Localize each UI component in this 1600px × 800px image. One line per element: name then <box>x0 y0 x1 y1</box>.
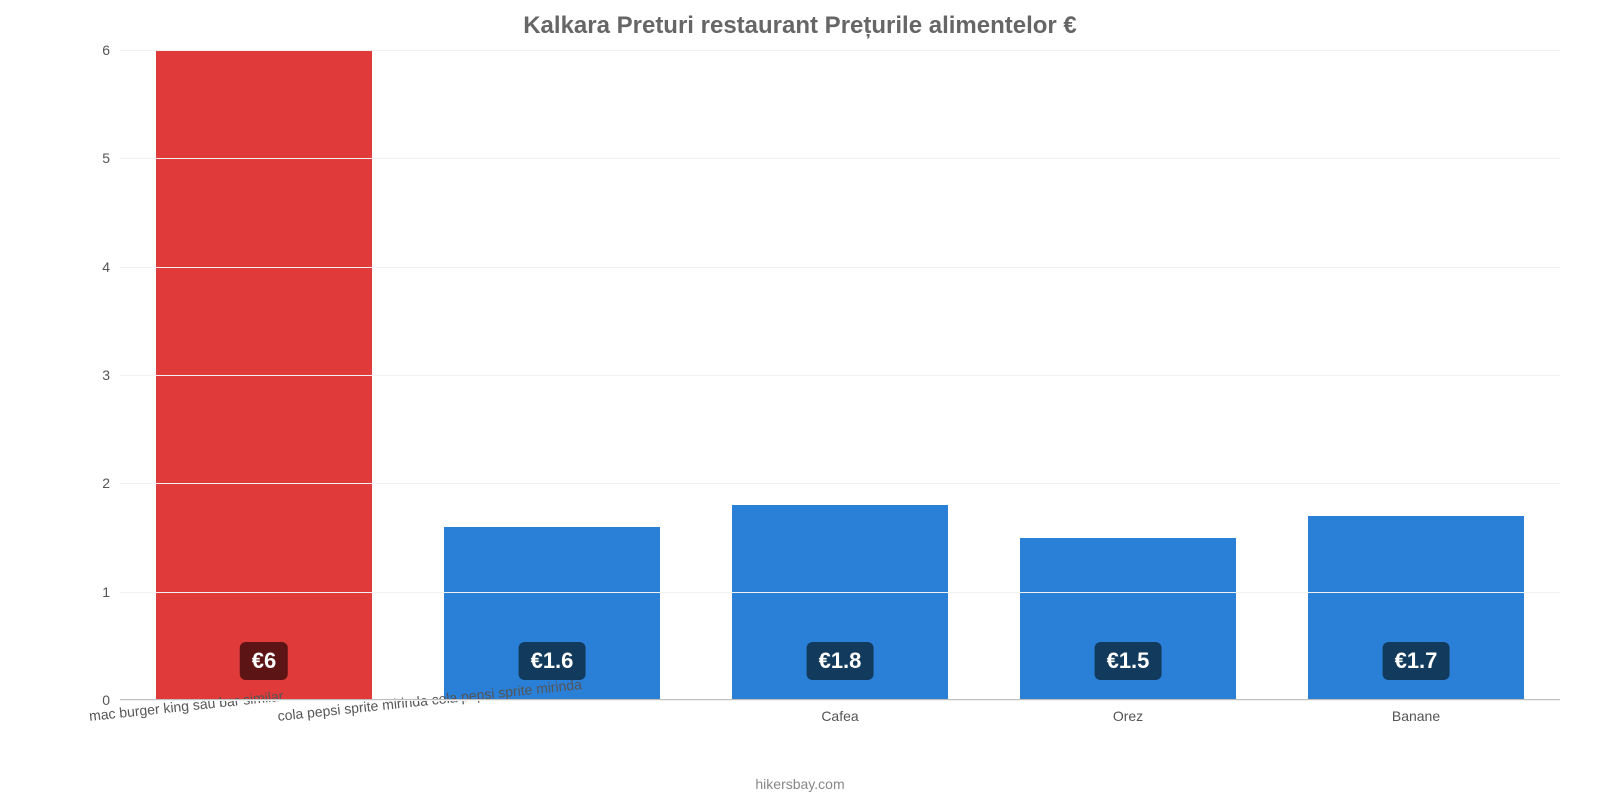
gridline <box>120 700 1560 701</box>
bar-value-label: €1.7 <box>1383 642 1450 680</box>
bar-value-label: €6 <box>240 642 288 680</box>
y-tick-label: 3 <box>102 367 120 383</box>
chart-title: Kalkara Preturi restaurant Prețurile ali… <box>0 0 1600 40</box>
gridline <box>120 158 1560 159</box>
bar: €1.6 <box>444 527 660 700</box>
bar: €1.7 <box>1308 516 1524 700</box>
x-axis-line <box>120 699 1560 700</box>
y-tick-label: 5 <box>102 150 120 166</box>
bar-value-label: €1.5 <box>1095 642 1162 680</box>
chart-container: Kalkara Preturi restaurant Prețurile ali… <box>0 0 1600 800</box>
bar: €1.5 <box>1020 538 1236 701</box>
bar: €1.8 <box>732 505 948 700</box>
x-tick-label: Orez <box>1113 708 1143 724</box>
bar-value-label: €1.8 <box>807 642 874 680</box>
gridline <box>120 592 1560 593</box>
gridline <box>120 267 1560 268</box>
gridline <box>120 375 1560 376</box>
bar-value-label: €1.6 <box>519 642 586 680</box>
y-tick-label: 2 <box>102 475 120 491</box>
y-tick-label: 1 <box>102 584 120 600</box>
x-tick-label: Cafea <box>821 708 858 724</box>
y-tick-label: 0 <box>102 692 120 708</box>
y-tick-label: 4 <box>102 259 120 275</box>
gridline <box>120 50 1560 51</box>
gridline <box>120 483 1560 484</box>
x-tick-label: Banane <box>1392 708 1440 724</box>
plot-area: €6€1.6€1.8€1.5€1.7 mac burger king sau b… <box>120 50 1560 700</box>
credit-text: hikersbay.com <box>755 776 844 792</box>
y-tick-label: 6 <box>102 42 120 58</box>
